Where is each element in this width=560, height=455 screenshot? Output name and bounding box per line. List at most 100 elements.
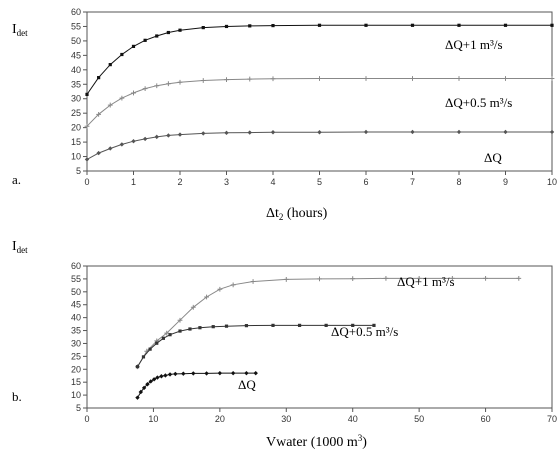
data-point-q [270,130,276,135]
data-point-q-0-5-m-s [154,83,160,89]
data-point-q-1-m-s [178,28,182,32]
data-point-q-1-m-s [383,275,389,281]
data-point-q-0-5-m-s [107,102,113,108]
y-tick-label: 30 [71,94,81,104]
data-point-q-0-5-m-s [84,123,90,129]
data-point-q [108,146,113,151]
data-point-q-1-m-s [483,275,488,281]
data-point-q-1-m-s [230,282,236,288]
x-tick-label: 8 [456,177,461,187]
x-tick-label: 7 [410,177,415,187]
panel-a-xlabel: Δt2 (hours) [266,206,328,222]
data-point-q [155,375,160,380]
x-tick-label: 50 [414,414,424,424]
data-point-q-0-5-m-s [155,341,159,345]
panel-a-y-axis: 5 10 15 20 25 30 35 40 45 50 55 60 [71,7,87,176]
y-tick-label: 50 [71,36,81,46]
panel-a-series-group [84,23,555,162]
data-point-q [138,389,144,395]
data-point-q-0-5-m-s [363,76,369,81]
data-point-q-0-5-m-s [119,95,125,101]
data-point-q [253,370,258,376]
panel-b-x-axis: 0 10 20 30 40 50 60 70 [84,408,557,424]
data-point-q [244,370,249,376]
data-point-q-1-m-s [503,23,508,27]
data-point-q [131,139,136,144]
data-point-q [317,130,322,135]
y-tick-label: 50 [71,287,81,297]
data-point-q-0-5-m-s [270,76,276,82]
data-point-q-1-m-s [516,275,522,281]
x-tick-label: 70 [547,414,557,424]
panel-b-label: b. [12,389,22,404]
panel-b-legend-dq-plus-1: ΔQ+1 m³/s [397,274,455,289]
data-point-q-0-5-m-s [224,77,229,83]
panel-b-plot-frame [86,265,553,409]
x-tick-label: 3 [224,177,229,187]
panel-a-label: a. [12,172,21,187]
data-point-q-1-m-s [416,275,422,281]
data-point-q-1-m-s [120,52,124,57]
data-point-q-0-5-m-s [410,76,415,81]
panel-b-legend-dq: ΔQ [238,377,256,392]
y-tick-label: 35 [71,326,81,336]
data-point-q-1-m-s [201,26,205,30]
x-tick-label: 0 [84,177,89,187]
data-point-q [135,395,140,400]
data-point-q-1-m-s [449,275,455,281]
data-point-q [503,129,508,135]
data-point-q [163,373,168,378]
x-tick-label: 10 [547,177,557,187]
data-point-q [230,370,236,376]
data-point-q-1-m-s [155,34,159,38]
data-point-q-0-5-m-s [247,76,253,82]
data-point-q-0-5-m-s [141,355,146,359]
data-point-q-0-5-m-s [165,81,171,87]
data-point-q [549,129,555,135]
panel-b: Idet b. 5 10 15 20 25 30 35 40 45 50 55 60 0 10 20 30 4… [12,239,557,450]
data-point-q-1-m-s [457,23,461,27]
data-point-q [247,130,252,135]
data-point-q-0-5-m-s [456,76,462,81]
y-tick-label: 45 [71,50,81,60]
data-point-q [159,374,164,379]
y-tick-label: 45 [71,300,81,310]
data-point-q [145,382,150,387]
data-point-q-1-m-s [224,24,229,29]
x-tick-label: 2 [177,177,182,187]
y-tick-label: 40 [71,313,81,323]
data-point-q [204,371,209,376]
data-point-q [191,371,196,376]
data-point-q-0-5-m-s [200,78,206,83]
data-point-q [141,385,147,391]
data-point-q-0-5-m-s [96,111,102,117]
data-point-q-0-5-m-s [317,76,322,81]
y-tick-label: 55 [71,21,81,31]
y-tick-label: 40 [71,65,81,75]
x-tick-label: 1 [131,177,136,187]
data-point-q [181,371,186,376]
series-line-q-1-m-s [137,277,519,367]
data-point-q [167,372,173,377]
data-point-q-1-m-s [143,38,147,42]
data-point-q [142,136,148,142]
x-tick-label: 6 [363,177,368,187]
data-point-q-0-5-m-s [503,76,508,81]
data-point-q-1-m-s [317,276,322,282]
data-point-q-1-m-s [97,76,101,80]
y-tick-label: 10 [71,390,81,400]
y-tick-label: 20 [71,364,81,374]
y-tick-label: 60 [71,261,81,271]
data-point-q [84,157,90,162]
data-point-q-0-5-m-s [161,336,165,340]
data-point-q-1-m-s [248,24,252,28]
data-point-q [166,133,171,138]
data-point-q-1-m-s [283,277,289,282]
data-point-q [96,150,101,156]
x-tick-label: 10 [148,414,158,424]
data-point-q-0-5-m-s [188,327,192,331]
data-point-q-0-5-m-s [131,90,136,96]
data-point-q-1-m-s [177,317,183,323]
data-point-q-1-m-s [190,304,196,310]
